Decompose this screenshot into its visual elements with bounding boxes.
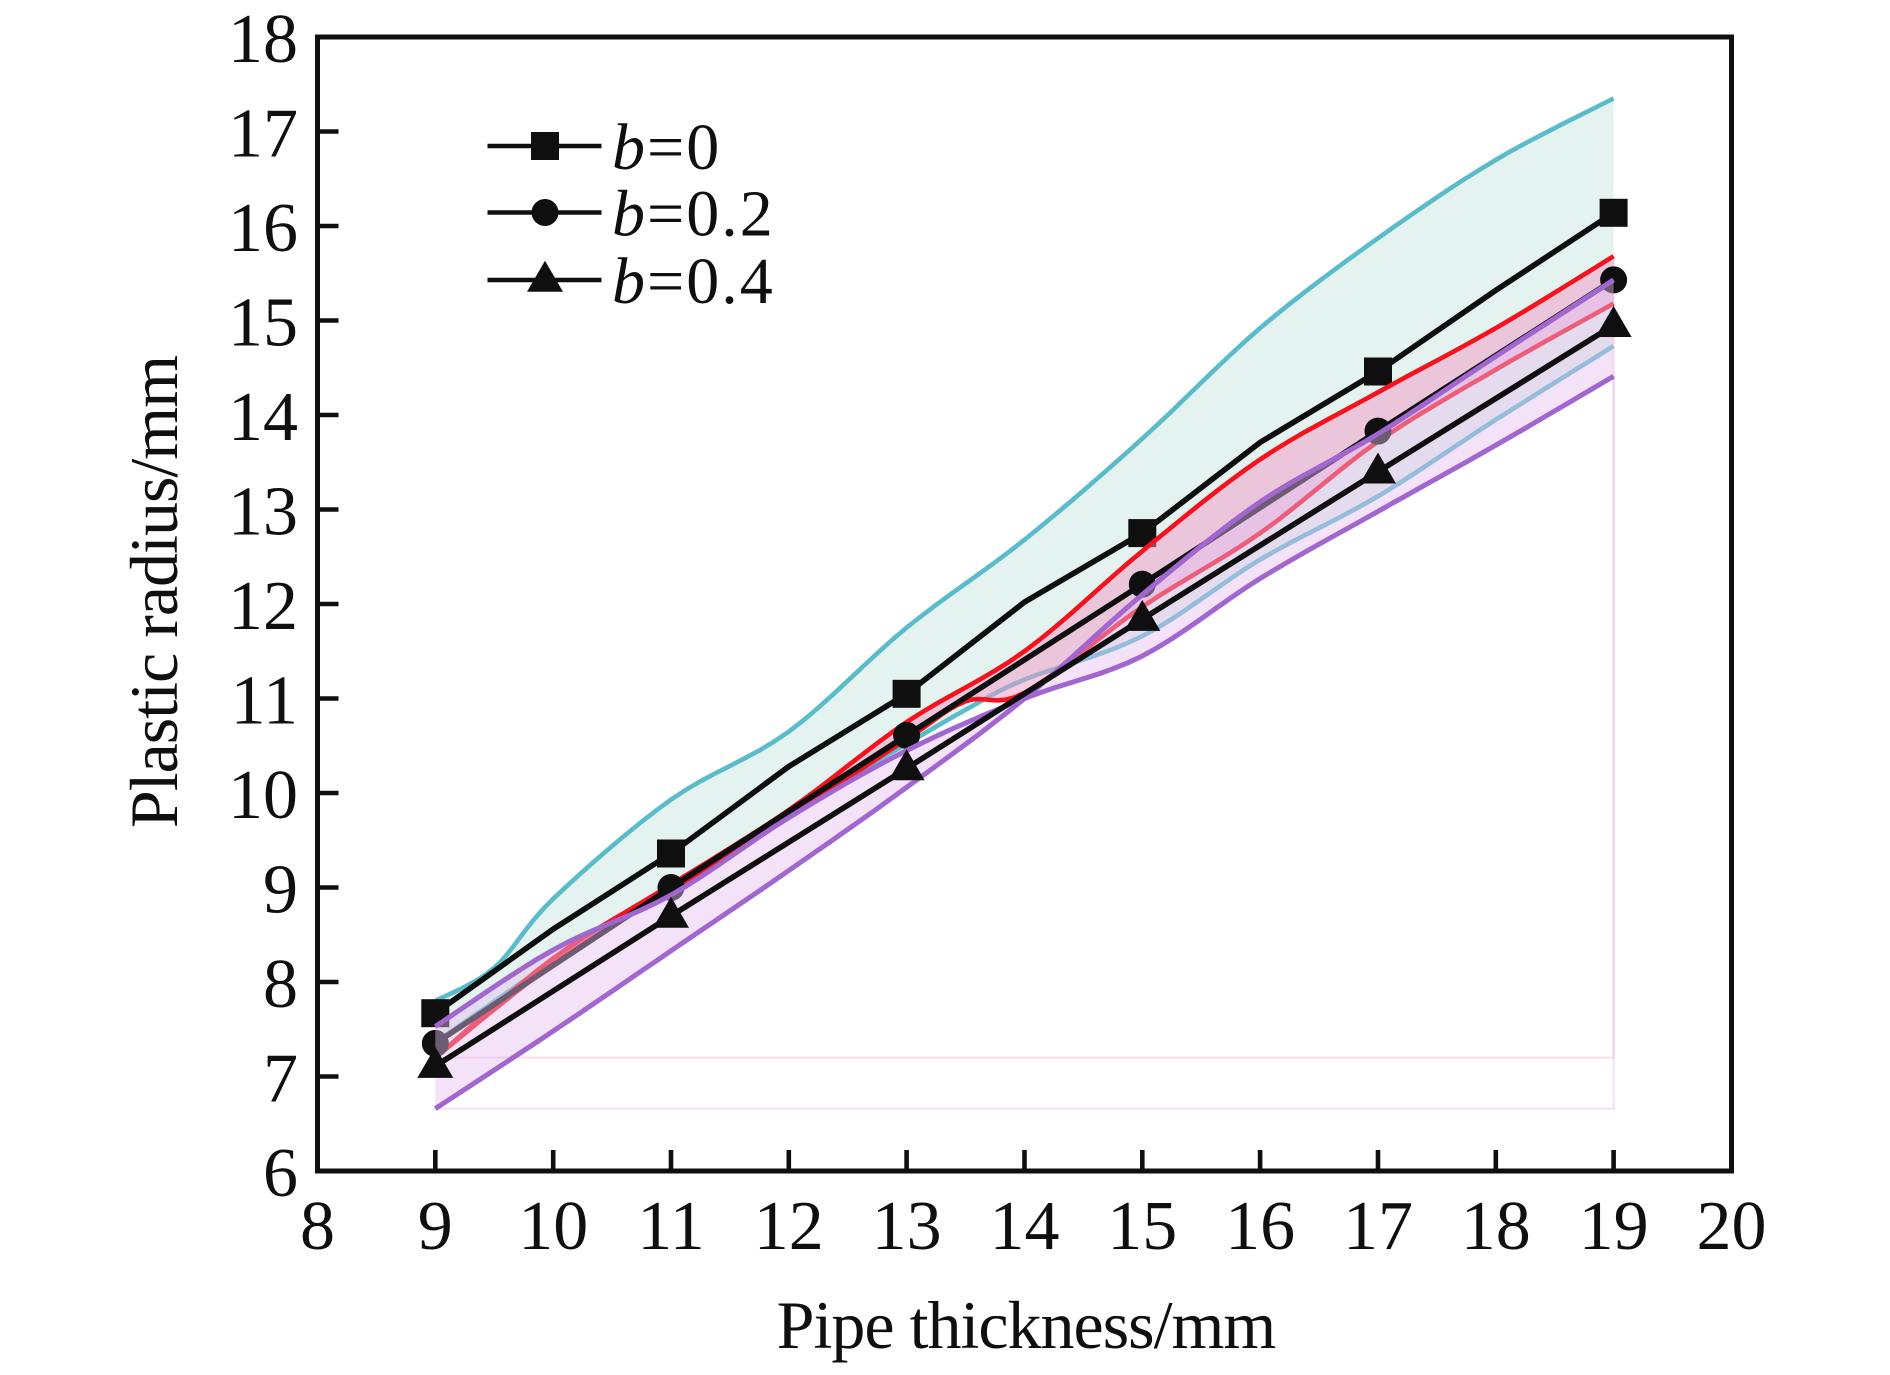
svg-text:18: 18	[1461, 1188, 1531, 1265]
svg-text:15: 15	[1107, 1188, 1177, 1265]
svg-text:b=0.2: b=0.2	[612, 178, 775, 251]
svg-text:9: 9	[418, 1188, 453, 1265]
svg-text:20: 20	[1697, 1188, 1767, 1265]
svg-text:9: 9	[263, 852, 298, 929]
svg-text:10: 10	[228, 757, 298, 834]
svg-text:Pipe thickness/mm: Pipe thickness/mm	[777, 1287, 1276, 1363]
svg-text:15: 15	[228, 285, 298, 362]
svg-text:17: 17	[1343, 1188, 1413, 1265]
svg-text:7: 7	[263, 1041, 298, 1118]
svg-text:8: 8	[263, 946, 298, 1023]
svg-text:13: 13	[228, 474, 298, 551]
svg-text:b=0: b=0	[612, 111, 721, 184]
svg-text:16: 16	[228, 190, 298, 267]
svg-text:8: 8	[300, 1188, 335, 1265]
svg-text:12: 12	[228, 568, 298, 645]
svg-text:13: 13	[872, 1188, 942, 1265]
svg-text:11: 11	[637, 1188, 704, 1265]
svg-text:Plastic radius/mm: Plastic radius/mm	[116, 356, 192, 828]
svg-text:14: 14	[990, 1188, 1060, 1265]
svg-text:b=0.4: b=0.4	[612, 245, 775, 318]
svg-text:16: 16	[1225, 1188, 1295, 1265]
svg-text:10: 10	[518, 1188, 588, 1265]
svg-text:19: 19	[1579, 1188, 1649, 1265]
svg-text:17: 17	[228, 96, 298, 173]
svg-text:6: 6	[263, 1135, 298, 1212]
svg-text:14: 14	[228, 379, 298, 456]
svg-text:18: 18	[228, 1, 298, 78]
svg-text:11: 11	[231, 663, 298, 740]
svg-text:12: 12	[754, 1188, 824, 1265]
